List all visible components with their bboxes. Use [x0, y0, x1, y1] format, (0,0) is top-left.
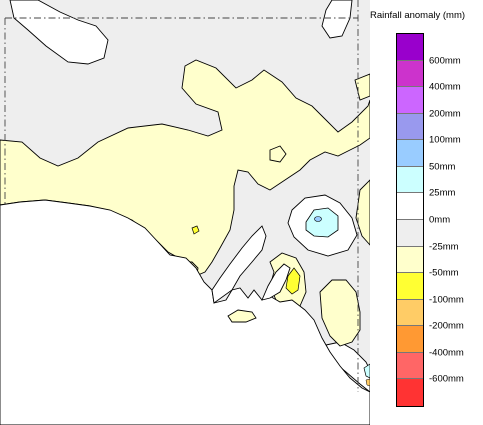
white-region-northeast: [321, 0, 353, 39]
yellow-region-far-east: [355, 179, 370, 246]
rainfall-anomaly-map: [0, 0, 370, 425]
light-orange-spot: [365, 378, 370, 387]
kangaroo-island: [227, 309, 257, 323]
legend-swatch: [397, 220, 423, 247]
legend-tick-label: -50mm: [429, 267, 459, 279]
legend-swatch: [397, 193, 423, 220]
gulf-st-vincent: [261, 263, 291, 301]
legend-tick-label: 50mm: [429, 161, 456, 173]
blue-spot-east: [314, 216, 322, 222]
legend-swatch: [397, 87, 423, 114]
yellow-region-east: [319, 279, 361, 347]
legend-swatch: [397, 140, 423, 167]
spencer-gulf: [211, 225, 267, 304]
legend-swatch: [397, 34, 423, 61]
bright-yellow-spot-east: [285, 267, 301, 295]
legend-swatch: [397, 273, 423, 300]
legend-tick-label: 400mm: [429, 81, 461, 93]
legend-tick-label: -600mm: [429, 373, 464, 385]
bright-yellow-spot-west: [191, 225, 200, 235]
legend-tick-label: 600mm: [429, 55, 461, 67]
legend-tick-label: 25mm: [429, 187, 456, 199]
legend-title: Rainfall anomaly (mm): [370, 10, 466, 21]
legend-swatch: [397, 299, 423, 327]
legend-tick-label: 200mm: [429, 108, 461, 120]
legend-tick-label: -400mm: [429, 347, 464, 359]
legend-tick-label: -25mm: [429, 241, 459, 253]
legend-swatch: [397, 379, 423, 406]
white-region-north: [9, 0, 109, 65]
ocean: [0, 199, 370, 425]
legend-tick-label: -100mm: [429, 294, 464, 306]
legend-swatch: [397, 352, 423, 380]
legend-swatch: [397, 166, 423, 194]
legend-tick-label: 0mm: [429, 214, 451, 226]
cyan-region-east: [305, 207, 339, 238]
yellow-region-small-north: [269, 145, 287, 163]
legend-tick-label: -200mm: [429, 320, 464, 332]
legend-swatch: [397, 246, 423, 274]
legend-swatch: [397, 113, 423, 141]
legend-tick-label: 100mm: [429, 134, 461, 146]
cyan-spot-southeast: [363, 363, 370, 379]
legend-color-bar: [396, 33, 424, 407]
legend-swatch: [397, 326, 423, 353]
legend-swatch: [397, 60, 423, 88]
